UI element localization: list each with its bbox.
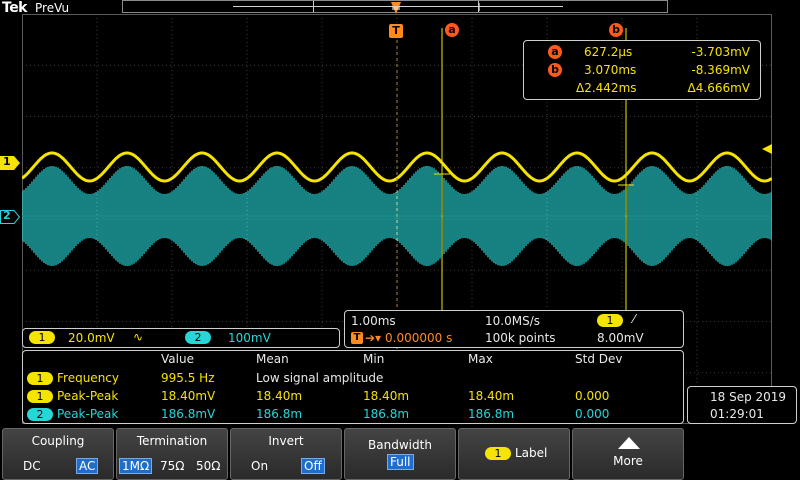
- row-min: 18.40m: [363, 389, 410, 403]
- row-channel-badge: 1: [27, 390, 53, 403]
- brand-logo: Tek: [2, 0, 28, 16]
- bandwidth-title: Bandwidth: [368, 438, 432, 452]
- label-title: Label: [515, 446, 548, 460]
- header-max: Max: [468, 352, 493, 366]
- coupling-dc-option[interactable]: DC: [23, 459, 41, 473]
- row-std-dev: 0.000: [575, 407, 610, 421]
- date: 18 Sep 2019: [710, 390, 787, 404]
- trigger-source-badge: 1: [597, 314, 623, 327]
- record-length: 100k points: [485, 331, 556, 345]
- row-channel-badge: 1: [27, 372, 53, 385]
- row-value: 995.5 Hz: [161, 371, 215, 385]
- acquisition-mode: PreVu: [35, 1, 70, 15]
- row-name: Peak-Peak: [57, 407, 119, 421]
- row-max: 186.8m: [468, 407, 515, 421]
- ch2-scale: 100mV: [228, 331, 271, 345]
- header-std-dev: Std Dev: [575, 352, 623, 366]
- header-min: Min: [363, 352, 385, 366]
- cursor-delta-time: Δ2.442ms: [576, 81, 637, 95]
- trigger-marker[interactable]: T: [389, 24, 403, 38]
- cursor-a-value: -3.703mV: [691, 45, 750, 59]
- termination-75ohm-option[interactable]: 75Ω: [160, 459, 185, 473]
- cursor-a-badge: a: [548, 45, 562, 59]
- more-title: More: [613, 454, 643, 468]
- invert-button[interactable]: Invert On Off: [230, 428, 342, 480]
- bandwidth-button[interactable]: Bandwidth Full: [344, 428, 456, 480]
- invert-title: Invert: [268, 434, 304, 448]
- coupling-ac-option[interactable]: AC: [76, 458, 99, 474]
- ch1-scale: 20.0mV: [68, 331, 115, 345]
- termination-button[interactable]: Termination 1MΩ 75Ω 50Ω: [116, 428, 228, 480]
- table-row[interactable]: 1 Frequency 995.5 Hz Low signal amplitud…: [23, 371, 683, 387]
- ch2-offset-marker[interactable]: 2: [0, 209, 21, 224]
- cursor-delta-value: Δ4.666mV: [687, 81, 750, 95]
- trigger-delay-arrow-icon: ➔▾: [365, 331, 382, 345]
- datetime-panel[interactable]: 18 Sep 2019 01:29:01: [687, 386, 797, 424]
- time-per-division: 1.00ms: [351, 314, 396, 328]
- row-name: Peak-Peak: [57, 389, 119, 403]
- label-channel-badge: 1: [485, 447, 511, 460]
- time: 01:29:01: [710, 407, 764, 421]
- row-name: Frequency: [57, 371, 119, 385]
- row-mean: 186.8m: [256, 407, 303, 421]
- table-row[interactable]: 1 Peak-Peak 18.40mV 18.40m 18.40m 18.40m…: [23, 389, 683, 405]
- cursor-b-marker[interactable]: b: [609, 23, 623, 37]
- row-note: Low signal amplitude: [256, 371, 384, 385]
- trigger-level: 8.00mV: [597, 331, 644, 345]
- row-std-dev: 0.000: [575, 389, 610, 403]
- cursor-b-value: -8.369mV: [691, 63, 750, 77]
- termination-50ohm-option[interactable]: 50Ω: [196, 459, 221, 473]
- row-min: 186.8m: [363, 407, 410, 421]
- label-button[interactable]: 1 Label: [458, 428, 570, 480]
- cursor-b-time: 3.070ms: [584, 63, 637, 77]
- invert-off-option[interactable]: Off: [301, 458, 325, 474]
- invert-on-option[interactable]: On: [251, 459, 269, 473]
- trigger-delay: 0.000000 s: [385, 331, 453, 345]
- horizontal-trigger-panel[interactable]: 1.00ms 10.0MS/s 1 ⁄ T ➔▾ 0.000000 s 100k…: [344, 310, 684, 348]
- ch2-badge: 2: [185, 331, 211, 344]
- measurement-table[interactable]: Value Mean Min Max Std Dev 1 Frequency 9…: [22, 350, 684, 424]
- trigger-position-icon[interactable]: [389, 2, 403, 18]
- termination-1mohm-option[interactable]: 1MΩ: [119, 458, 153, 474]
- cursor-a-marker[interactable]: a: [445, 23, 459, 37]
- header-mean: Mean: [256, 352, 289, 366]
- table-header: Value Mean Min Max Std Dev: [23, 352, 683, 368]
- row-value: 18.40mV: [161, 389, 216, 403]
- cursor-readout-panel[interactable]: a 627.2µs -3.703mV b 3.070ms -8.369mV Δ2…: [523, 40, 761, 100]
- coupling-button[interactable]: Coupling DC AC: [2, 428, 114, 480]
- bandwidth-full-option[interactable]: Full: [387, 454, 414, 470]
- row-channel-badge: 2: [27, 408, 53, 421]
- header-value: Value: [161, 352, 194, 366]
- trigger-level-icon[interactable]: [762, 139, 772, 158]
- more-button[interactable]: More: [572, 428, 684, 480]
- sample-rate: 10.0MS/s: [485, 314, 540, 328]
- vertical-scale-panel[interactable]: 1 20.0mV ∿ 2 100mV: [22, 328, 340, 348]
- termination-title: Termination: [136, 434, 208, 448]
- table-row[interactable]: 2 Peak-Peak 186.8mV 186.8m 186.8m 186.8m…: [23, 407, 683, 423]
- ch1-badge: 1: [29, 331, 55, 344]
- row-mean: 18.40m: [256, 389, 303, 403]
- chevron-up-icon: [618, 437, 640, 449]
- ch1-offset-marker[interactable]: 1: [0, 155, 20, 170]
- row-max: 18.40m: [468, 389, 515, 403]
- coupling-title: Coupling: [31, 434, 85, 448]
- cursor-b-badge: b: [548, 63, 562, 77]
- ac-coupling-icon: ∿: [133, 330, 144, 344]
- trigger-slope-icon: ⁄: [633, 312, 636, 326]
- trigger-delay-icon: T: [351, 332, 363, 344]
- row-value: 186.8mV: [161, 407, 216, 421]
- cursor-a-time: 627.2µs: [584, 45, 633, 59]
